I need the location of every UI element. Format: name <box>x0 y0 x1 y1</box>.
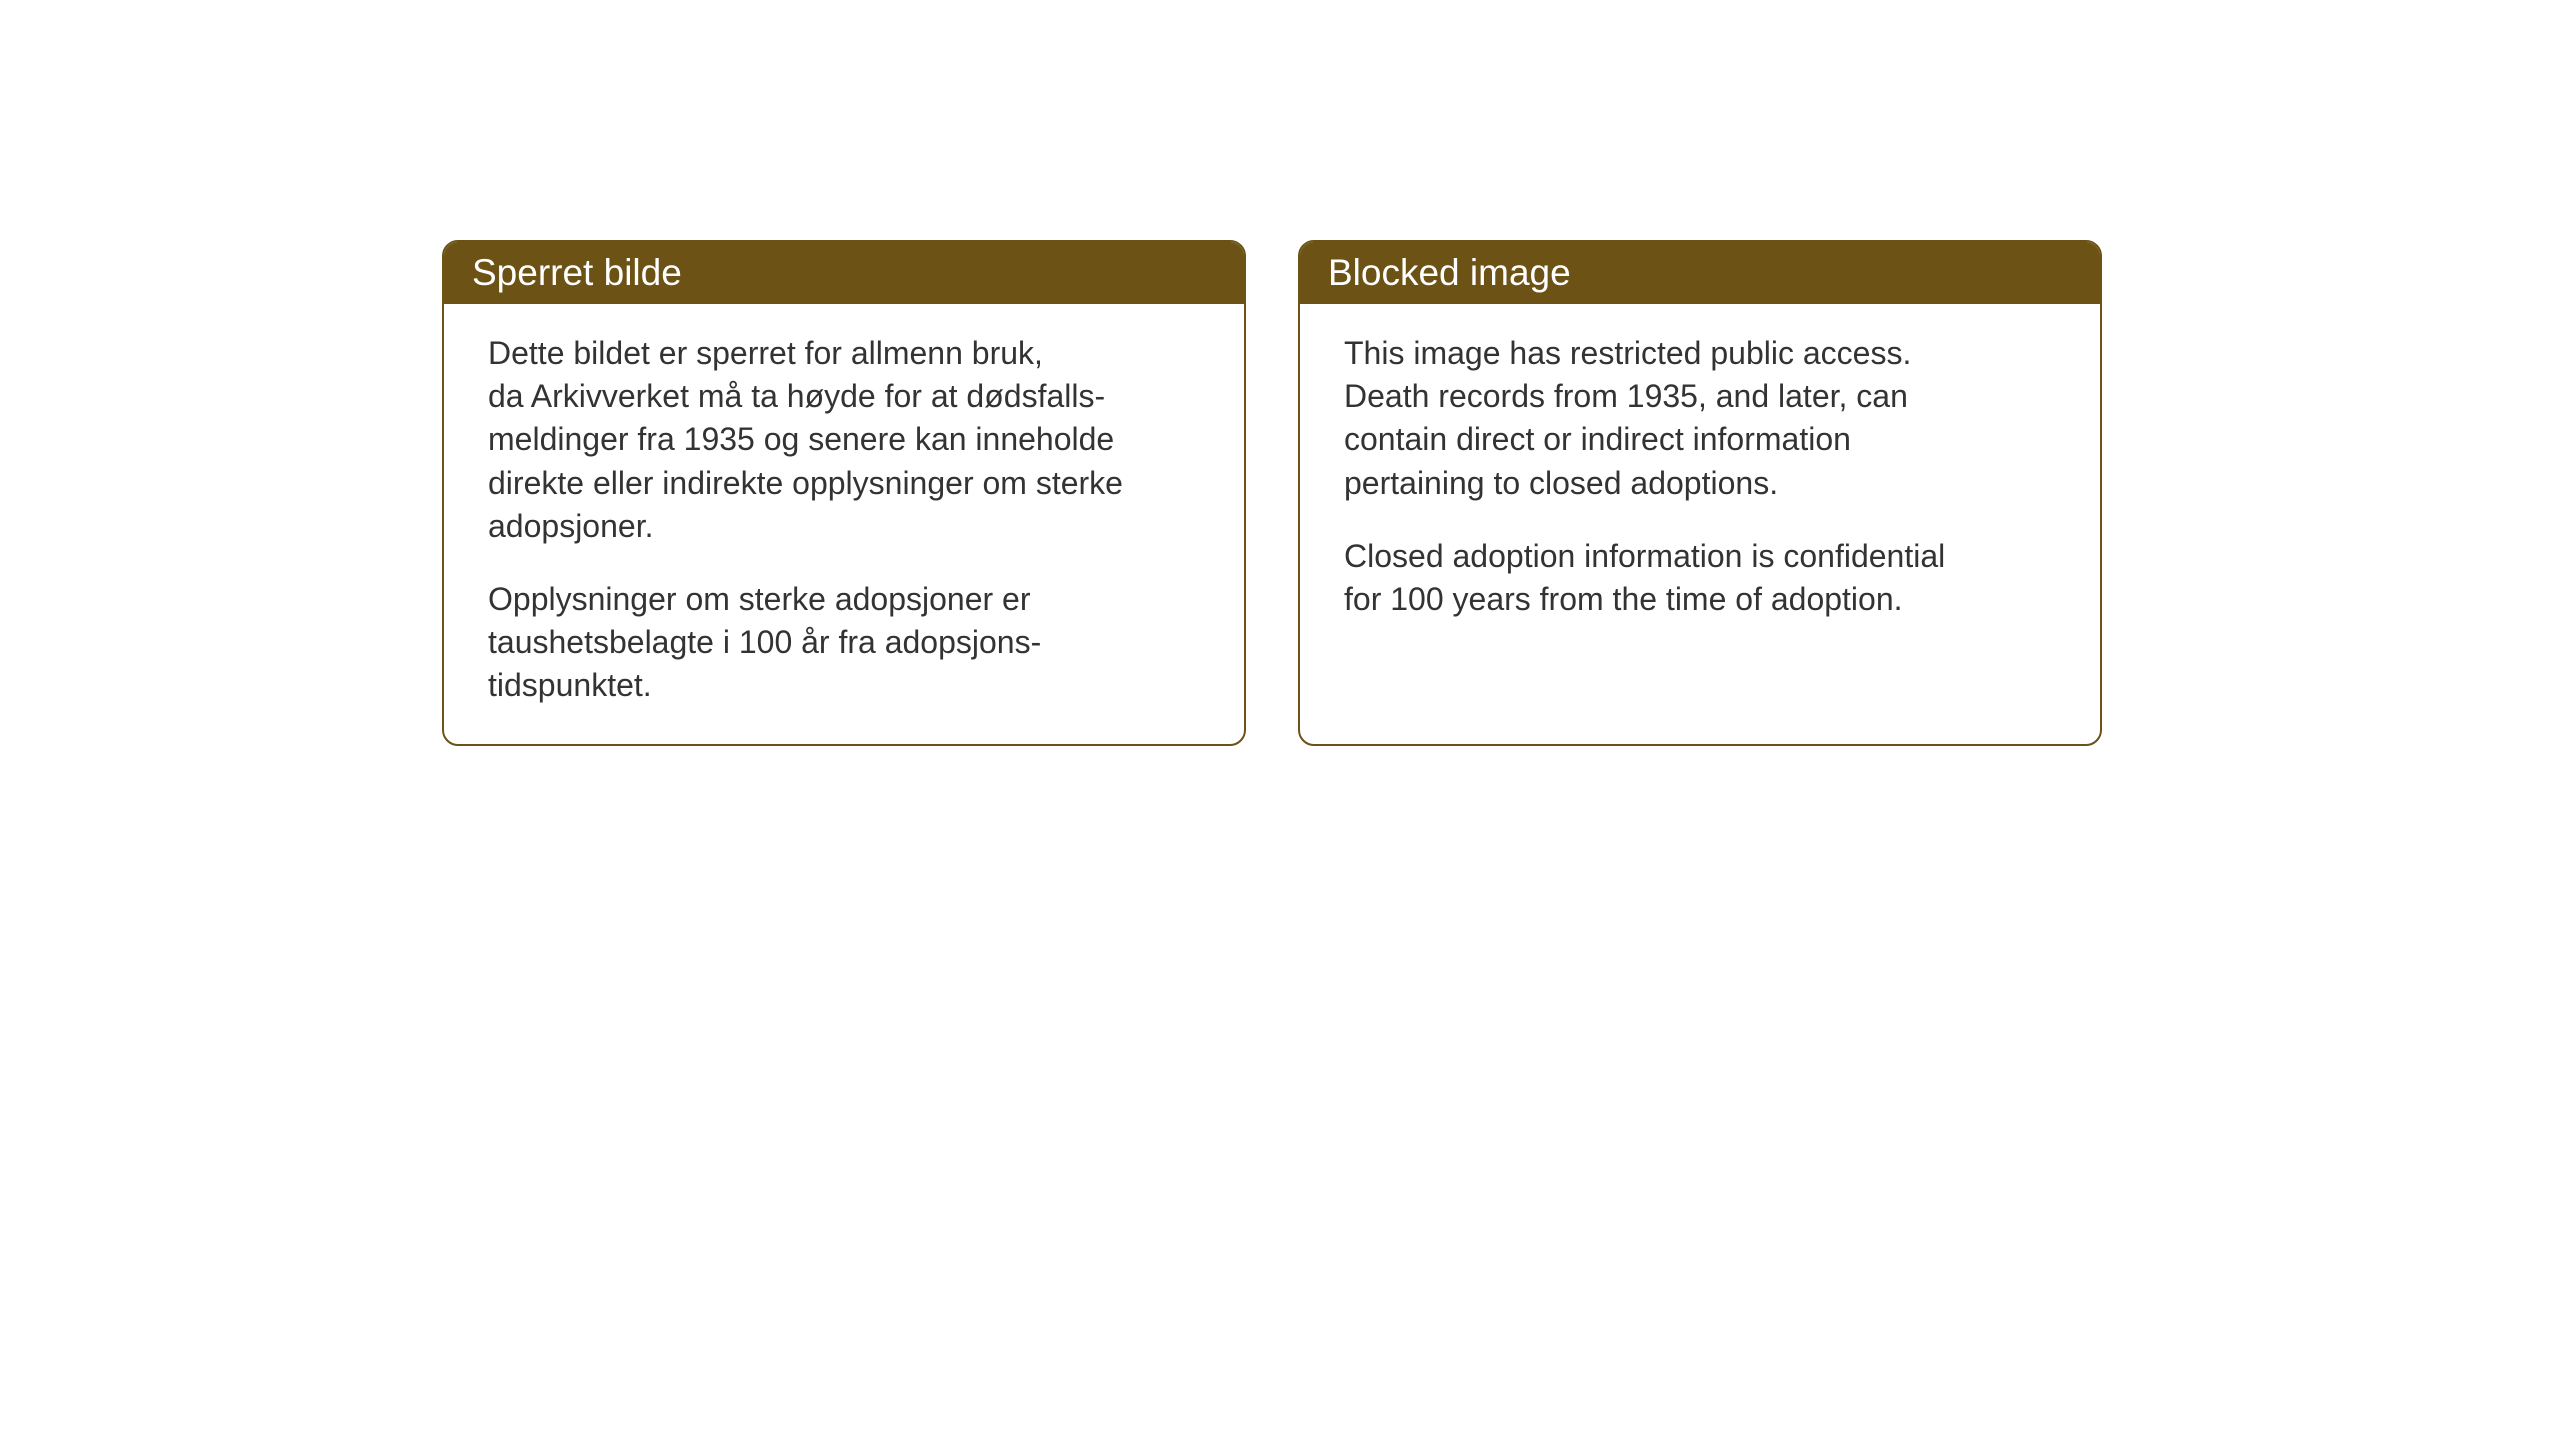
card-english-paragraph2: Closed adoption information is confident… <box>1344 535 2056 621</box>
paragraph-gap <box>1344 505 2056 535</box>
card-norwegian: Sperret bilde Dette bildet er sperret fo… <box>442 240 1246 746</box>
paragraph-gap <box>488 548 1200 578</box>
cards-container: Sperret bilde Dette bildet er sperret fo… <box>442 240 2102 746</box>
card-english-paragraph1: This image has restricted public access.… <box>1344 332 2056 505</box>
card-english-title: Blocked image <box>1328 252 1571 293</box>
card-norwegian-paragraph1: Dette bildet er sperret for allmenn bruk… <box>488 332 1200 548</box>
card-norwegian-body: Dette bildet er sperret for allmenn bruk… <box>444 304 1244 744</box>
card-norwegian-paragraph2: Opplysninger om sterke adopsjoner er tau… <box>488 578 1200 708</box>
card-english: Blocked image This image has restricted … <box>1298 240 2102 746</box>
card-english-body: This image has restricted public access.… <box>1300 304 2100 657</box>
card-norwegian-header: Sperret bilde <box>444 242 1244 304</box>
card-english-header: Blocked image <box>1300 242 2100 304</box>
card-norwegian-title: Sperret bilde <box>472 252 682 293</box>
